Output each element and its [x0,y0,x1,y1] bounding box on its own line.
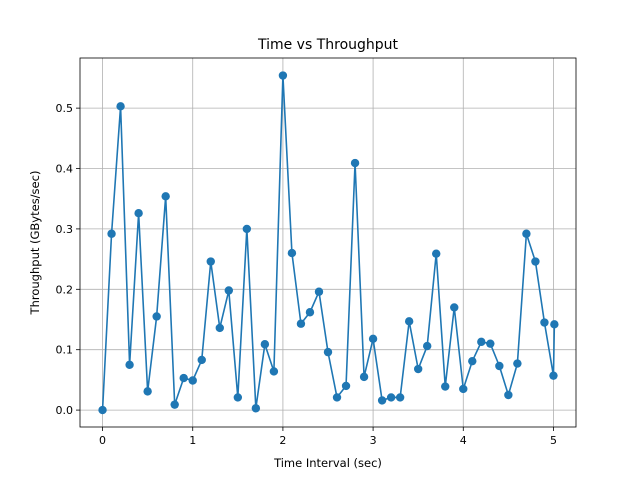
data-point [477,337,486,347]
data-point [143,387,152,396]
data-point [459,384,468,394]
series-line [101,74,556,411]
data-point [296,319,306,328]
y-axis-ticks: 0.0 0.1 0.2 0.3 0.4 0.5 [56,102,80,417]
data-point [197,355,206,365]
data-point [215,323,224,333]
x-tick-label: 4 [460,434,467,447]
data-point [531,257,540,266]
data-point [251,404,261,413]
data-point [450,303,459,312]
data-point [98,405,107,415]
data-point [395,393,405,402]
data-point [513,359,522,368]
data-point [341,381,351,391]
data-point [368,334,378,344]
data-point [233,393,243,402]
data-point [522,229,531,238]
data-point [260,340,270,349]
y-tick-label: 0.1 [56,344,74,357]
data-point [224,286,233,295]
y-tick-label: 0.4 [56,163,74,176]
x-axis-label: Time Interval (sec) [273,456,382,470]
data-point [206,257,215,266]
x-axis-ticks: 0 1 2 3 4 5 [99,427,557,447]
y-tick-label: 0.3 [56,223,74,236]
y-tick-label: 0.2 [56,283,74,296]
data-point [550,320,559,329]
data-point [413,364,423,374]
data-point [188,376,197,385]
data-point [549,371,558,380]
plot-frame [79,57,577,428]
data-point [179,373,188,383]
data-point [152,312,161,321]
data-point [377,396,387,405]
data-point [107,229,116,238]
grid-lines [80,58,576,427]
data-point [161,192,170,201]
y-tick-label: 0.0 [56,404,74,417]
data-point [486,339,495,348]
y-axis-label: Throughput (GBytes/sec) [28,171,42,316]
y-tick-label: 0.5 [56,102,74,115]
data-point [495,361,504,371]
data-point [305,308,315,317]
chart-title: Time vs Throughput [257,37,399,53]
data-point [314,287,324,296]
data-point [441,382,450,391]
data-point [323,347,333,357]
x-tick-label: 2 [279,434,286,447]
data-point [125,360,134,369]
data-point [359,372,369,382]
x-tick-label: 0 [99,434,106,447]
data-point [540,318,549,327]
data-point [350,158,360,168]
data-point [134,209,143,218]
x-tick-label: 5 [550,434,557,447]
data-point [332,393,342,402]
throughput-series [98,71,559,415]
data-point [269,367,279,376]
data-point [468,356,477,366]
x-tick-label: 3 [370,434,377,447]
data-point [287,248,297,258]
x-tick-label: 1 [189,434,196,447]
data-point [242,224,252,234]
data-point [423,341,432,351]
data-point [278,71,288,80]
data-point [116,102,125,111]
data-point [432,249,441,258]
data-point [170,400,179,409]
data-point [504,390,513,400]
data-point [404,317,414,326]
data-point [386,393,396,402]
